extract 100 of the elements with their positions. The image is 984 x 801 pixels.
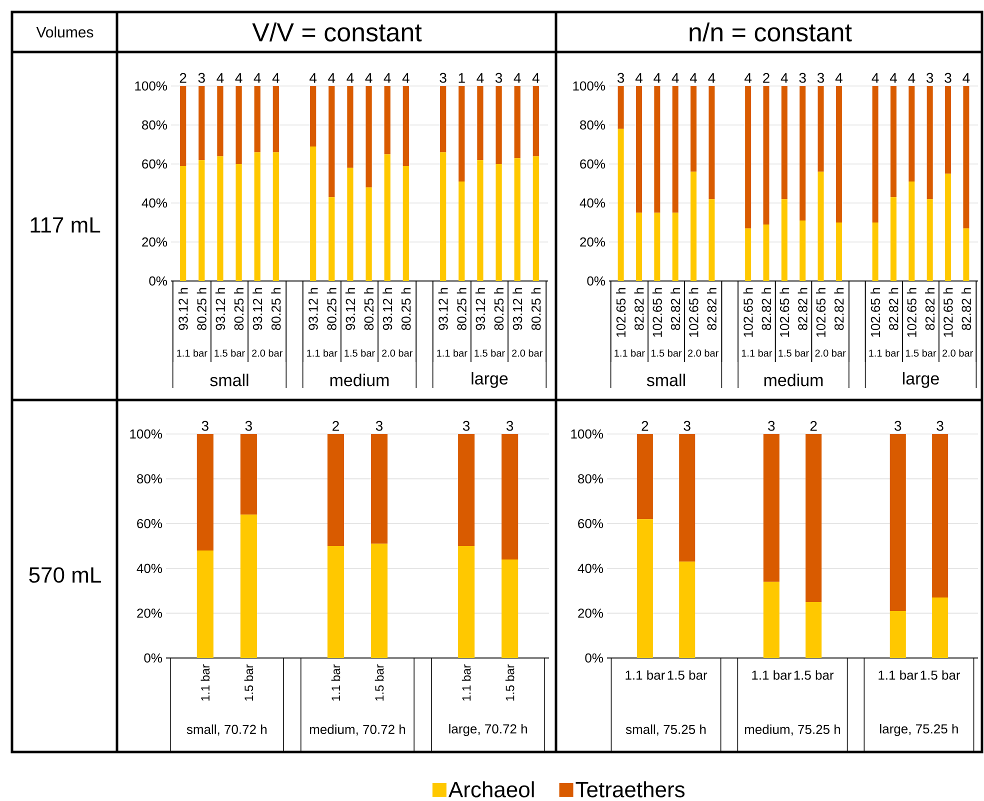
x-tick-label: 102.65 h [652, 288, 662, 337]
text: medium, 75.25 h [744, 724, 840, 736]
text: medium [330, 374, 389, 386]
x-tick-label: 93.12 h [178, 288, 188, 330]
text: 1.1 bar [614, 349, 645, 357]
x-tick-label: 102.65 h [688, 288, 698, 337]
x-tick-label: 82.82 h [634, 288, 644, 330]
x-tick-label: 93.12 h [308, 288, 318, 330]
y-tick-label: 60% [580, 159, 606, 169]
x-tick-label: 93.12 h [512, 288, 522, 330]
legend-label: Tetraethers [576, 781, 685, 798]
y-tick-label: 80% [137, 474, 162, 484]
x-tick-label: 1.1 bar [752, 670, 792, 680]
text: large, 75.25 h [880, 724, 958, 736]
y-tick-label: 100% [571, 429, 604, 439]
y-tick-label: 40% [136, 564, 162, 573]
text: 4 [635, 73, 642, 83]
y-tick-label: 60% [578, 518, 604, 528]
text: 4 [328, 73, 336, 83]
x-tick-label: 1.5 bar [374, 664, 384, 701]
text: 2.0 bar [688, 349, 718, 357]
text: n/n = constant [690, 22, 852, 42]
text: 4 [780, 73, 788, 83]
x-tick-label: 82.82 h [670, 288, 680, 330]
text: small, 75.25 h [626, 724, 706, 736]
y-tick-label: 0% [149, 276, 168, 286]
x-tick-label: 80.25 h [401, 288, 411, 330]
text: 3 [495, 72, 502, 83]
text: 2 [810, 421, 817, 431]
text: 4 [365, 73, 372, 83]
text: 3 [506, 420, 514, 431]
text: 3 [376, 420, 383, 431]
text: 2 [642, 421, 648, 431]
text: 1.5 bar [906, 349, 936, 357]
x-tick-label: 1.5 bar [920, 670, 960, 680]
text: 1.1 bar [742, 349, 772, 357]
text: 4 [872, 73, 879, 83]
text: 2.0 bar [512, 349, 543, 357]
x-tick-label: 1.5 bar [505, 664, 514, 701]
text: 117 mL [30, 217, 100, 233]
x-tick-label: 82.82 h [834, 288, 844, 330]
text: large [902, 372, 939, 388]
text: 1.5 bar [651, 349, 682, 357]
text: 3 [799, 72, 806, 83]
text: 3 [202, 420, 208, 431]
x-tick-label: 93.12 h [215, 288, 225, 330]
x-tick-label: 102.65 h [870, 288, 880, 337]
x-tick-label: 1.1 bar [626, 670, 665, 680]
text: 4 [962, 73, 970, 83]
text: 1.5 bar [214, 349, 245, 357]
text: 3 [817, 72, 824, 83]
text: 3 [944, 72, 952, 83]
text: large, 70.72 h [449, 724, 527, 736]
x-tick-label: 1.5 bar [244, 664, 254, 701]
y-tick-label: 80% [578, 474, 604, 484]
y-tick-label: 40% [580, 198, 606, 208]
text: 1.1 bar [437, 349, 468, 357]
text: 2.0 bar [252, 349, 283, 357]
x-tick-label: 102.65 h [906, 288, 916, 337]
text: 4 [744, 73, 752, 83]
y-tick-label: 20% [142, 237, 168, 247]
x-tick-label: 93.12 h [475, 288, 485, 330]
text: 4 [310, 73, 317, 83]
text: 1.5 bar [344, 349, 375, 357]
y-tick-label: 60% [137, 518, 162, 528]
text: 1.5 bar [474, 349, 505, 357]
y-tick-label: 40% [142, 198, 168, 208]
text: 4 [835, 73, 842, 83]
text: 4 [532, 73, 540, 83]
y-tick-label: 0% [585, 653, 604, 663]
x-tick-label: 1.5 bar [668, 670, 708, 680]
text: 4 [672, 73, 679, 83]
text: 570 mL [29, 567, 101, 583]
text: 3 [245, 420, 252, 431]
y-tick-label: 100% [135, 81, 168, 91]
x-tick-label: 102.65 h [943, 288, 953, 337]
text: 3 [684, 420, 690, 431]
text: small [646, 374, 685, 386]
x-tick-label: 102.65 h [616, 288, 626, 337]
x-tick-label: 82.82 h [706, 288, 716, 330]
text: 3 [894, 420, 902, 431]
text: 4 [384, 73, 391, 83]
x-tick-label: 93.12 h [438, 288, 448, 330]
text: 4 [272, 73, 280, 83]
text: 2 [763, 73, 770, 83]
x-tick-label: 1.1 bar [331, 664, 340, 701]
y-tick-label: 40% [578, 564, 604, 573]
text: 4 [402, 73, 410, 83]
text: small [210, 374, 248, 386]
text: large [472, 372, 508, 388]
y-tick-label: 20% [137, 608, 162, 618]
text: 3 [198, 72, 205, 83]
y-tick-label: 20% [578, 608, 604, 618]
text: Volumes [36, 26, 94, 38]
x-tick-label: 82.82 h [961, 288, 971, 330]
text: 3 [617, 72, 624, 83]
text: 1.1 bar [869, 349, 900, 357]
x-tick-label: 80.25 h [234, 288, 244, 330]
y-tick-label: 0% [587, 276, 606, 286]
text: 1.1 bar [307, 349, 338, 357]
